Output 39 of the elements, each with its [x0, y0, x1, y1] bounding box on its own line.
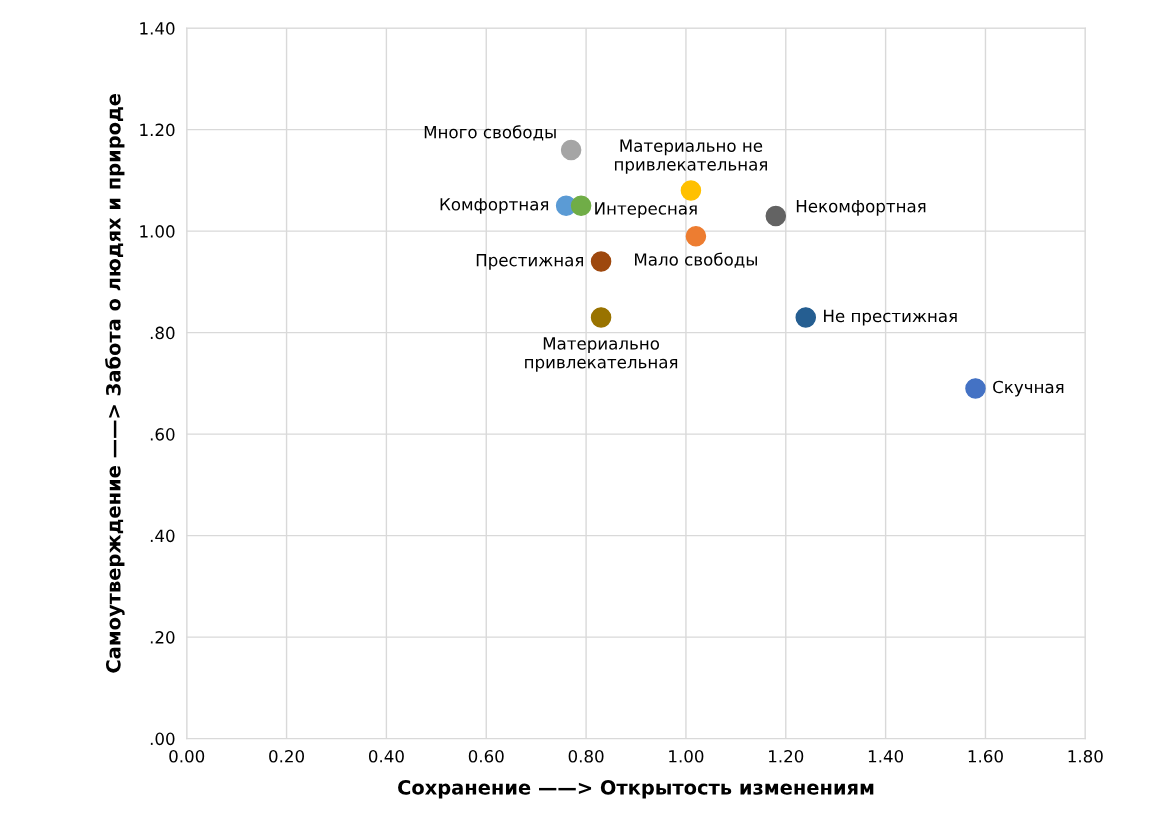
point	[590, 307, 612, 328]
y-axis-title: Самоутверждение ——> Забота о людях и природе	[105, 94, 125, 673]
x-tick-label: 0.00	[169, 749, 205, 763]
x-tick-label: 0.60	[468, 749, 504, 763]
point	[560, 139, 582, 161]
x-tick-label: 0.40	[368, 749, 404, 763]
x-tick-label: 1.80	[1068, 749, 1103, 763]
point	[680, 180, 702, 201]
series-label: Некомфортная	[796, 200, 926, 216]
x-tick-label: 0.20	[269, 749, 305, 763]
y-tick-label: .20	[150, 631, 175, 644]
series-label: Комфортная	[440, 198, 549, 214]
series-label: Материально не привлекательная	[614, 139, 767, 174]
series-label: Интересная	[595, 202, 697, 218]
y-tick-label: 1.00	[140, 225, 175, 238]
x-tick-label: 0.80	[568, 749, 604, 763]
y-tick-label: .40	[150, 529, 175, 543]
point	[765, 205, 787, 227]
y-tick-label: .00	[150, 732, 175, 746]
x-axis-title: Сохранение ——> Открытость изменениям	[398, 780, 874, 799]
series-label: Престижная	[476, 254, 583, 270]
series-label: Не престижная	[824, 309, 957, 326]
y-tick-label: 1.40	[140, 22, 175, 35]
series-label: Много свободы	[424, 125, 556, 141]
point	[965, 378, 986, 399]
x-tick-label: 1.60	[968, 749, 1003, 763]
x-tick-label: 1.20	[769, 749, 804, 763]
x-tick-label: 1.40	[868, 749, 904, 763]
point	[590, 251, 612, 272]
x-tick-label: 1.00	[669, 749, 704, 763]
series-label: Скучная	[993, 380, 1064, 397]
y-tick-label: .60	[150, 428, 175, 441]
series-label: Мало свободы	[635, 252, 757, 268]
point	[685, 225, 707, 247]
point	[570, 195, 592, 217]
y-tick-label: .80	[150, 326, 175, 340]
point	[795, 307, 817, 328]
series-label: Материально привлекательная	[525, 337, 678, 372]
y-tick-label: 1.20	[140, 123, 175, 137]
